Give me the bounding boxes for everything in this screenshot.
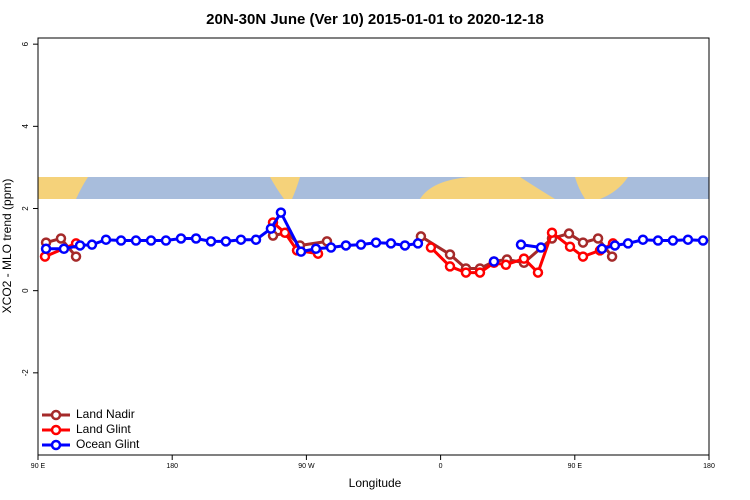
y-axis-label: XCO2 - MLO trend (ppm) [0, 179, 14, 314]
legend-label: Land Nadir [76, 407, 135, 421]
data-point [40, 243, 52, 255]
data-point [577, 251, 589, 262]
data-point [606, 251, 618, 262]
data-point [564, 241, 576, 252]
data-point [385, 238, 397, 249]
data-point [130, 235, 142, 246]
plot-frame [37, 37, 710, 456]
data-point [622, 238, 634, 249]
data-point [370, 237, 382, 248]
y-tick-label: 2 [21, 206, 30, 211]
data-point [55, 233, 67, 244]
data-point [474, 267, 486, 278]
data-point [697, 235, 709, 246]
data-point [592, 233, 604, 244]
data-point [399, 240, 411, 251]
data-point [563, 228, 575, 239]
data-point [535, 242, 547, 253]
data-point [250, 234, 262, 245]
legend-label: Land Glint [76, 422, 131, 436]
series-line [272, 221, 319, 256]
x-tick-label: 180 [703, 463, 715, 470]
x-tick-label: 90 E [31, 463, 46, 470]
data-point [160, 235, 172, 246]
data-point [279, 227, 291, 238]
data-point [70, 251, 82, 262]
data-point [340, 240, 352, 251]
data-point [637, 234, 649, 245]
data-point [460, 267, 472, 278]
data-point [682, 234, 694, 245]
legend-marker [50, 439, 62, 451]
data-point [100, 234, 112, 245]
data-point [58, 243, 70, 255]
data-point [145, 235, 157, 246]
y-tick-label: 0 [21, 288, 30, 293]
legend-marker [50, 409, 62, 421]
data-point [596, 243, 608, 255]
data-point [175, 233, 187, 244]
data-point [488, 256, 500, 267]
data-point [412, 238, 424, 249]
data-point [515, 239, 527, 250]
data-point [115, 235, 127, 246]
legend-marker [50, 424, 62, 436]
data-point [205, 236, 217, 247]
data-point [500, 259, 512, 271]
data-point [86, 239, 98, 250]
map-strip [38, 177, 709, 199]
data-point [235, 234, 247, 245]
y-tick-label: -2 [21, 369, 30, 377]
x-tick-label: 0 [439, 463, 443, 470]
data-point [518, 253, 530, 264]
x-axis-label: Longitude [349, 476, 402, 490]
data-point [444, 261, 456, 272]
data-point [325, 242, 337, 253]
x-tick-label: 180 [166, 463, 178, 470]
data-point [74, 240, 86, 251]
data-point [295, 246, 307, 257]
data-point [652, 235, 664, 246]
x-tick-label: 90 W [298, 463, 315, 470]
data-point [265, 223, 277, 234]
x-tick-label: 90 E [568, 463, 583, 470]
y-tick-label: 6 [21, 41, 30, 46]
data-point [355, 239, 367, 250]
chart-title: 20N-30N June (Ver 10) 2015-01-01 to 2020… [206, 11, 544, 28]
data-point [532, 267, 544, 278]
legend-label: Ocean Glint [76, 437, 140, 451]
data-point [220, 236, 232, 247]
data-point [190, 233, 202, 244]
y-tick-label: 4 [21, 124, 30, 129]
data-point [609, 240, 621, 251]
data-point [546, 227, 558, 238]
data-point [275, 207, 287, 218]
data-point [577, 237, 589, 248]
data-point [444, 249, 456, 260]
data-point [425, 242, 437, 253]
data-point [667, 235, 679, 246]
data-point [310, 243, 322, 255]
